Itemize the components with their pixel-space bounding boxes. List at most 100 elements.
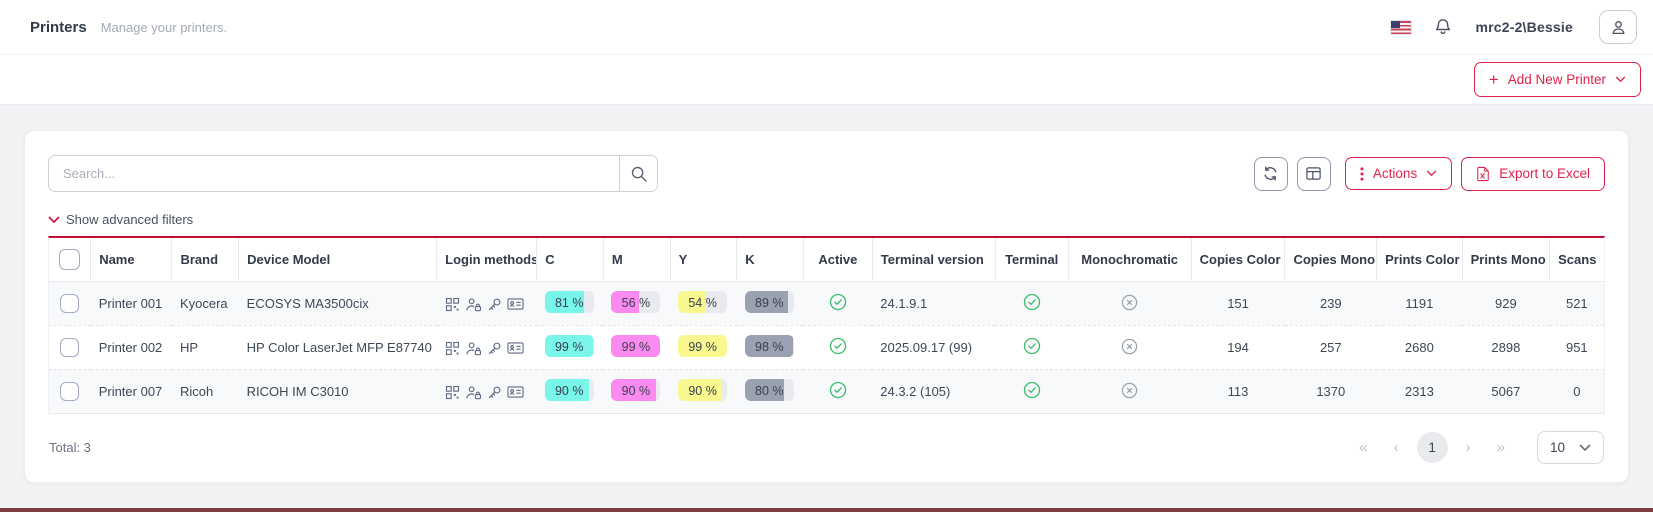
cell-select [49, 369, 91, 413]
check-circle-icon [1023, 293, 1041, 314]
col-header-copies-color[interactable]: Copies Color [1191, 238, 1286, 282]
show-advanced-filters-label: Show advanced filters [66, 212, 194, 227]
m-toner-progress: 56 % [611, 291, 661, 313]
current-page-button[interactable]: 1 [1416, 432, 1448, 463]
prev-page-button[interactable]: ‹ [1386, 435, 1407, 460]
table-row[interactable]: Printer 001 Kyocera ECOSYS MA3500cix 81 % 56… [49, 281, 1604, 326]
qr-code-icon [445, 297, 460, 312]
cell-brand: HP [171, 325, 239, 370]
table-row[interactable]: Printer 002 HP HP Color LaserJet MFP E8774… [49, 325, 1604, 370]
qr-code-icon [445, 341, 460, 356]
search-group [48, 155, 658, 192]
table-body: Printer 001 Kyocera ECOSYS MA3500cix 81 % 56… [49, 281, 1604, 413]
col-header-k[interactable]: K [736, 238, 804, 282]
cell-m: 56 % [603, 282, 670, 326]
add-new-printer-button[interactable]: + Add New Printer [1473, 62, 1641, 97]
col-header-brand[interactable]: Brand [171, 238, 240, 282]
next-page-button[interactable]: › [1458, 435, 1479, 460]
row-checkbox[interactable] [60, 338, 80, 357]
last-page-button[interactable]: » [1489, 435, 1513, 460]
chevron-down-icon [1615, 76, 1626, 82]
y-toner-progress: 54 % [678, 291, 728, 313]
total-count-label: Total: 3 [49, 440, 91, 455]
m-toner-progress: 99 % [611, 335, 661, 357]
cell-login-methods [436, 369, 537, 413]
cell-active [803, 369, 873, 413]
col-header-monochromatic[interactable]: Monochromatic [1068, 238, 1192, 282]
printers-table-wrap: Name Brand Device Model Login methods C M Y K Ac… [48, 236, 1605, 414]
col-header-prints-color[interactable]: Prints Color [1376, 238, 1463, 282]
id-card-icon [507, 385, 524, 399]
actions-label: Actions [1372, 166, 1418, 181]
window-bottom-edge [0, 508, 1653, 512]
qr-code-icon [445, 385, 460, 400]
export-to-excel-button[interactable]: Export to Excel [1461, 156, 1605, 191]
cell-name: Printer 002 [90, 325, 172, 370]
actions-button[interactable]: Actions [1344, 157, 1453, 190]
chevron-down-icon [1427, 170, 1437, 176]
search-button[interactable] [619, 156, 657, 191]
table-head: Name Brand Device Model Login methods C M Y K Ac… [49, 238, 1604, 282]
col-header-y[interactable]: Y [670, 238, 738, 282]
select-all-checkbox[interactable] [59, 249, 81, 270]
cell-brand: Ricoh [171, 369, 239, 413]
cell-prints-color: 2313 [1376, 369, 1463, 413]
search-icon [631, 166, 647, 182]
k-toner-progress: 89 % [744, 291, 794, 313]
col-header-terminal-version[interactable]: Terminal version [872, 238, 996, 282]
dots-vertical-icon [1360, 167, 1364, 180]
search-input[interactable] [49, 156, 619, 191]
y-toner-progress: 99 % [678, 335, 728, 357]
cell-prints-mono: 5067 [1462, 369, 1550, 413]
page-title: Printers [30, 18, 87, 36]
col-header-prints-mono[interactable]: Prints Mono [1462, 238, 1551, 282]
table-row[interactable]: Printer 007 Ricoh RICOH IM C3010 90 % 90 % 90… [49, 369, 1604, 413]
k-toner-progress: 98 % [744, 335, 794, 357]
cell-device-model: RICOH IM C3010 [238, 369, 437, 413]
col-header-active[interactable]: Active [803, 238, 873, 282]
pagination: « ‹ 1 › » 10 [1351, 431, 1604, 464]
cell-c: 81 % [537, 282, 604, 326]
cell-y: 99 % [670, 325, 737, 370]
page-size-select[interactable]: 10 [1536, 431, 1604, 464]
refresh-button[interactable] [1253, 156, 1288, 191]
cell-scans: 0 [1549, 369, 1604, 413]
cell-copies-mono: 239 [1319, 296, 1342, 311]
col-header-terminal[interactable]: Terminal [995, 238, 1069, 282]
table-columns-icon [1306, 167, 1322, 180]
col-header-copies-mono[interactable]: Copies Mono [1284, 238, 1378, 282]
cell-c: 99 % [536, 325, 604, 370]
cell-k: 89 % [737, 282, 804, 326]
show-advanced-filters-toggle[interactable]: Show advanced filters [48, 212, 193, 227]
current-user-label: mrc2-2\Bessie [1475, 19, 1573, 35]
cell-prints-color: 2680 [1376, 325, 1463, 370]
cell-name: Printer 007 [90, 369, 172, 413]
cell-monochromatic [1068, 369, 1192, 413]
check-circle-icon [829, 337, 847, 358]
cell-terminal [995, 325, 1069, 370]
notifications-bell-icon[interactable] [1433, 17, 1453, 37]
language-flag-icon[interactable] [1391, 20, 1412, 34]
top-header: Printers Manage your printers. mrc2-2\Be… [0, 0, 1653, 55]
col-header-scans[interactable]: Scans [1549, 238, 1604, 282]
cell-k: 98 % [736, 325, 804, 370]
col-header-c[interactable]: C [536, 238, 604, 282]
col-header-device-model[interactable]: Device Model [238, 238, 438, 282]
first-page-button[interactable]: « [1351, 435, 1375, 460]
cell-copies-color: 151 [1227, 296, 1249, 311]
cell-c: 90 % [536, 369, 604, 413]
column-settings-button[interactable] [1296, 156, 1331, 191]
user-menu-button[interactable] [1599, 10, 1637, 44]
cell-terminal-version: 24.3.2 (105) [872, 369, 996, 413]
cell-terminal [995, 369, 1069, 413]
col-header-m[interactable]: M [603, 238, 671, 282]
col-header-login-methods[interactable]: Login methods [436, 238, 538, 282]
row-checkbox[interactable] [60, 294, 80, 313]
x-circle-icon [1121, 294, 1138, 314]
key-icon [487, 385, 502, 400]
col-header-name[interactable]: Name [90, 238, 173, 282]
row-checkbox[interactable] [60, 382, 80, 401]
cell-m: 90 % [603, 369, 671, 413]
chevron-down-icon [1579, 444, 1591, 451]
col-header-select[interactable] [49, 238, 92, 282]
